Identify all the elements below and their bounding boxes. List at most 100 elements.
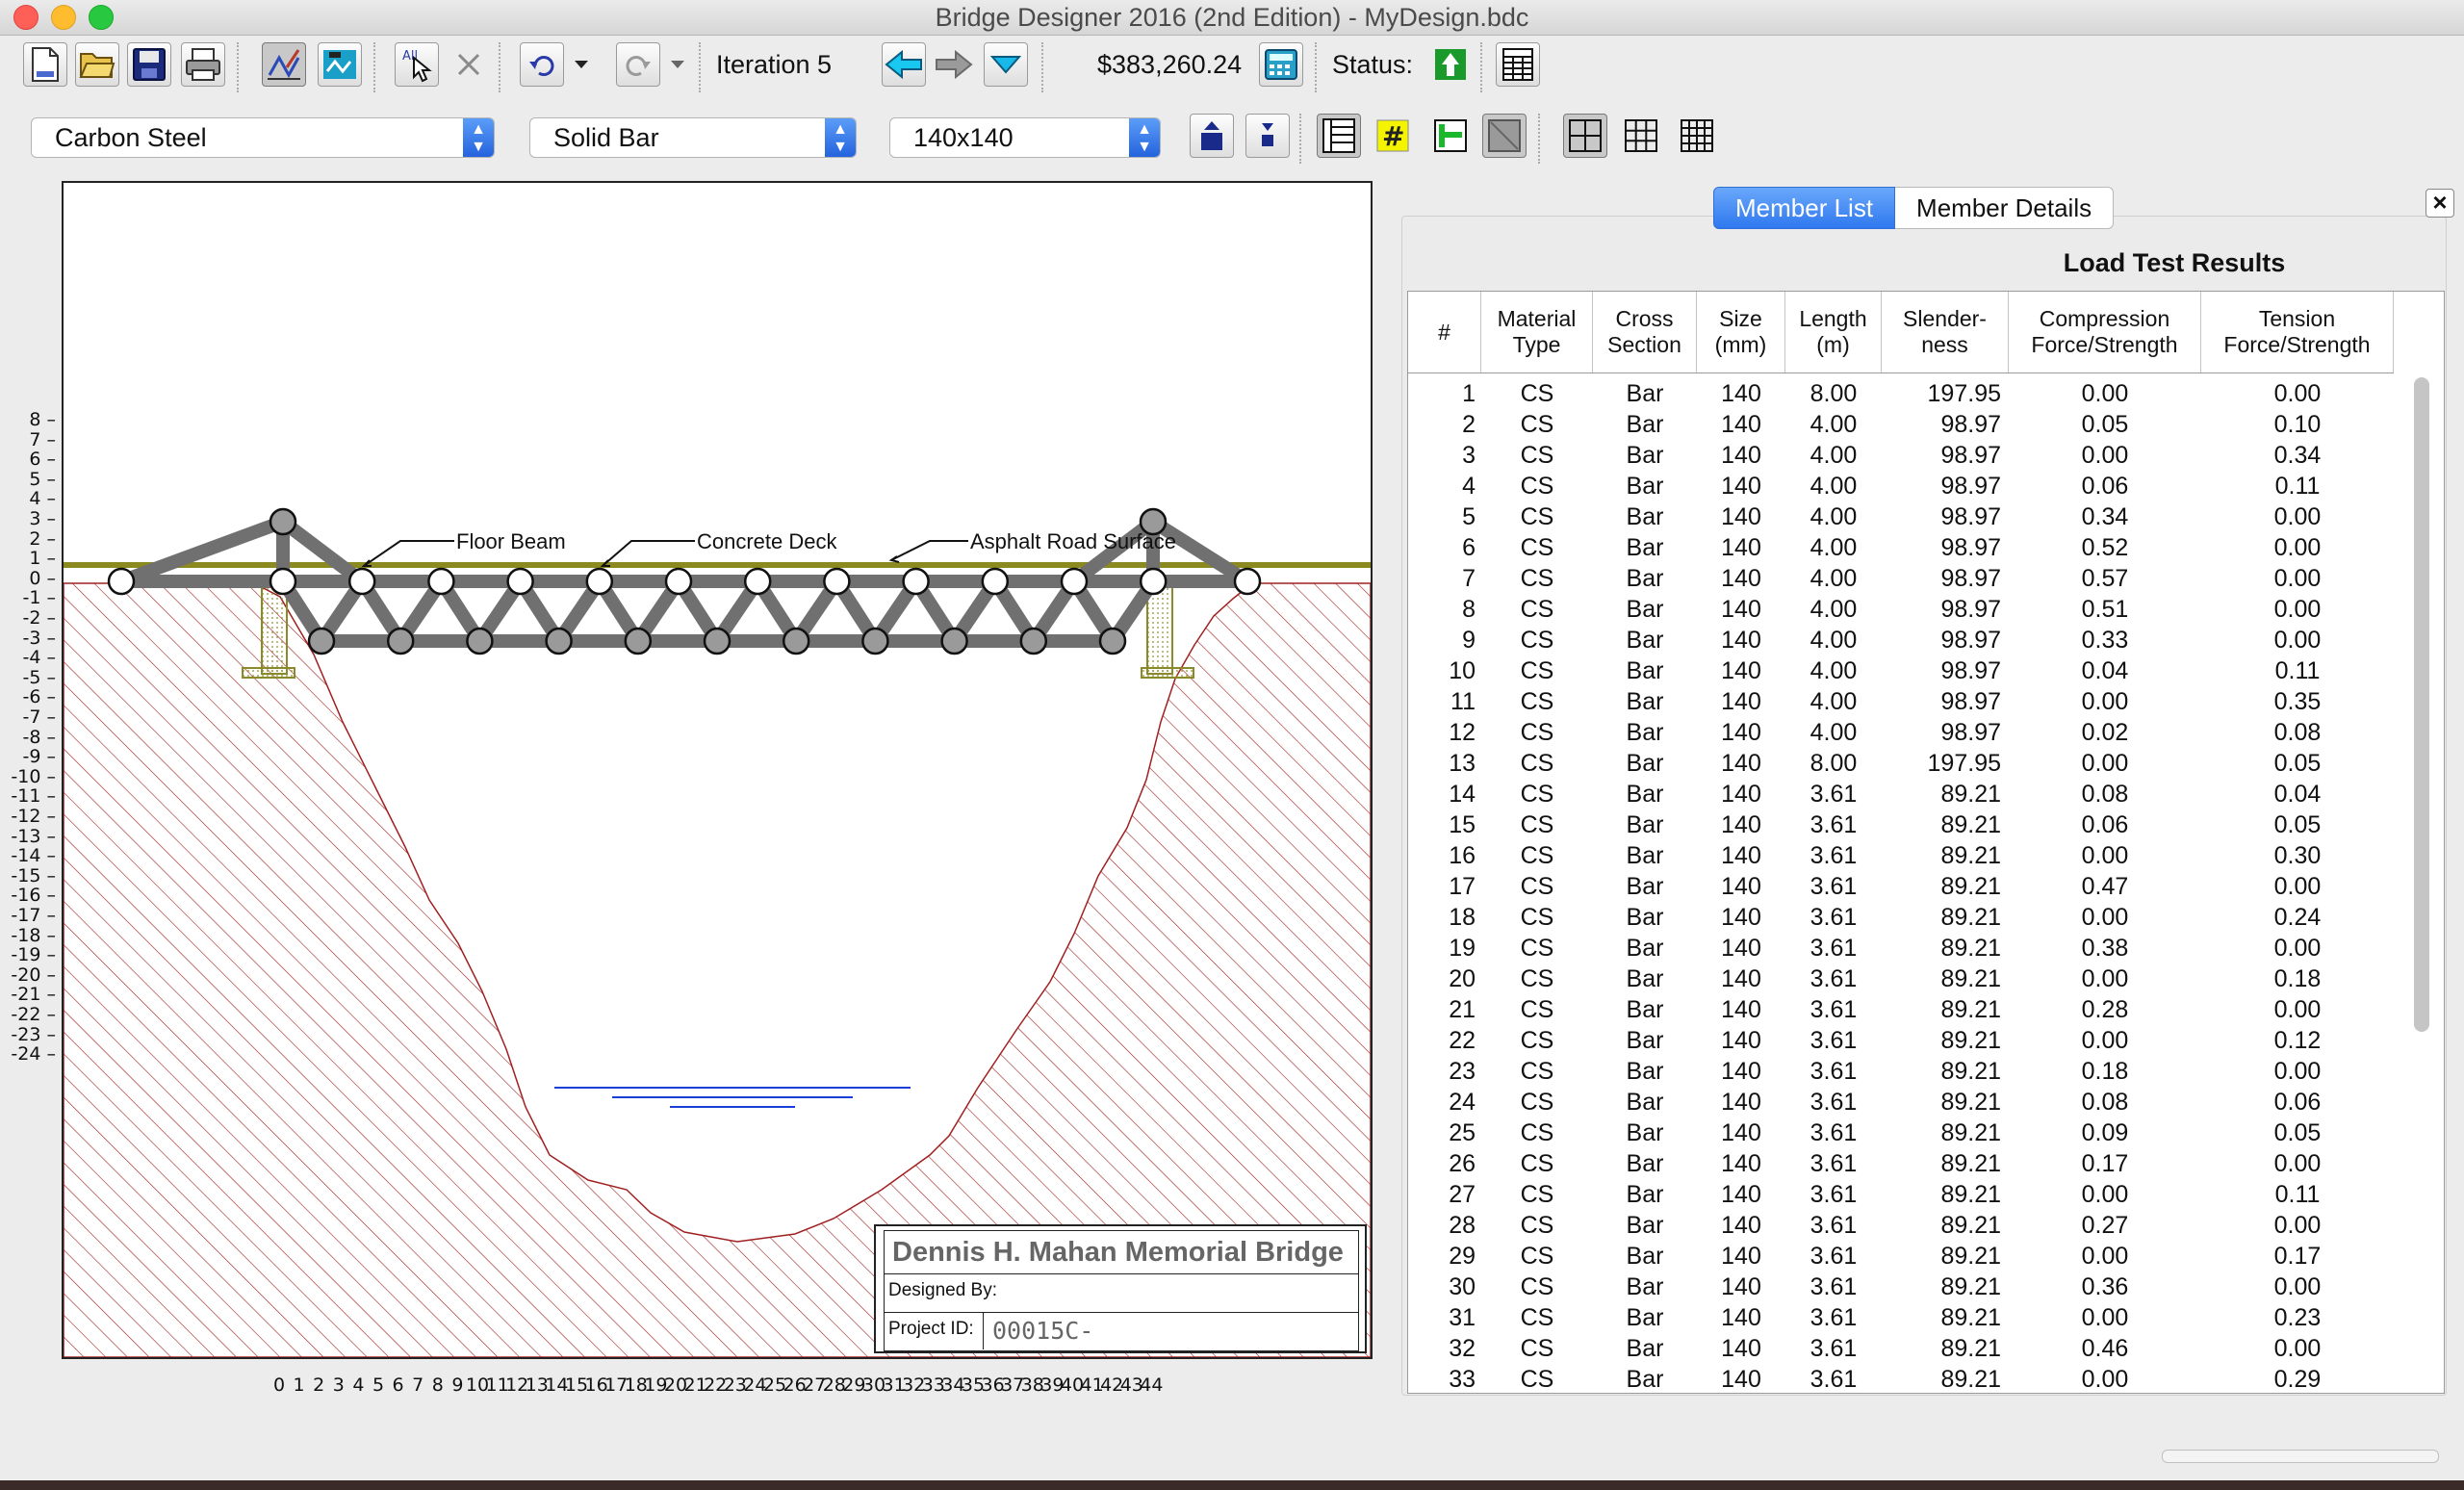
y-tick-label: -16 –	[11, 885, 56, 907]
table-row[interactable]: 21 CS Bar 140 3.61 89.21 0.28 0.00	[1408, 994, 2394, 1025]
vertical-scrollbar[interactable]	[2414, 377, 2429, 1032]
table-cell: 4.00	[1810, 565, 1858, 592]
table-row[interactable]: 24 CS Bar 140 3.61 89.21 0.08 0.06	[1408, 1087, 2394, 1118]
table-row[interactable]: 2 CS Bar 140 4.00 98.97 0.05 0.10	[1408, 409, 2394, 440]
table-row[interactable]: 3 CS Bar 140 4.00 98.97 0.00 0.34	[1408, 440, 2394, 471]
redo-dropdown-icon[interactable]	[664, 42, 691, 87]
decrease-size-icon[interactable]	[1245, 114, 1290, 158]
save-disk-icon[interactable]	[127, 42, 171, 87]
tab-member-details[interactable]: Member Details	[1895, 187, 2115, 229]
table-row[interactable]: 7 CS Bar 140 4.00 98.97 0.57 0.00	[1408, 563, 2394, 594]
table-row[interactable]: 12 CS Bar 140 4.00 98.97 0.02 0.08	[1408, 717, 2394, 748]
table-cell: 0.00	[2273, 873, 2322, 900]
table-row[interactable]: 32 CS Bar 140 3.61 89.21 0.46 0.00	[1408, 1333, 2394, 1364]
minimize-window-button[interactable]	[51, 5, 76, 30]
column-header[interactable]: Slender- ness	[1882, 292, 2009, 372]
medium-grid-icon[interactable]	[1619, 114, 1663, 158]
table-row[interactable]: 33 CS Bar 140 3.61 89.21 0.00 0.29	[1408, 1364, 2394, 1393]
material-select[interactable]: Carbon Steel ▲ ▼	[31, 117, 495, 158]
zoom-window-button[interactable]	[89, 5, 114, 30]
table-row[interactable]: 20 CS Bar 140 3.61 89.21 0.00 0.18	[1408, 963, 2394, 994]
back-arrow-icon[interactable]	[882, 42, 926, 87]
table-row[interactable]: 4 CS Bar 140 4.00 98.97 0.06 0.11	[1408, 471, 2394, 501]
column-header[interactable]: #	[1408, 292, 1481, 372]
table-row[interactable]: 6 CS Bar 140 4.00 98.97 0.52 0.00	[1408, 532, 2394, 563]
iteration-menu-icon[interactable]	[984, 42, 1028, 87]
horizontal-scrollbar[interactable]	[2162, 1450, 2439, 1463]
table-cell: 140	[1721, 596, 1761, 623]
close-window-button[interactable]	[13, 5, 38, 30]
table-row[interactable]: 23 CS Bar 140 3.61 89.21 0.18 0.00	[1408, 1056, 2394, 1087]
select-all-icon[interactable]: All	[395, 42, 439, 87]
member-table[interactable]: # Material Type Cross Section Size (mm) Leng…	[1407, 291, 2445, 1394]
table-row[interactable]: 16 CS Bar 140 3.61 89.21 0.00 0.30	[1408, 840, 2394, 871]
y-tick-label: -1 –	[22, 587, 56, 609]
forward-arrow-icon[interactable]	[932, 42, 976, 87]
table-cell: 17	[1449, 873, 1476, 900]
table-row[interactable]: 13 CS Bar 140 8.00 197.95 0.00 0.05	[1408, 748, 2394, 779]
y-tick-label: -8 –	[22, 726, 56, 748]
table-row[interactable]: 5 CS Bar 140 4.00 98.97 0.34 0.00	[1408, 501, 2394, 532]
panel-tabs: Member List Member Details	[1713, 187, 2115, 229]
member-table-icon[interactable]	[1317, 114, 1361, 158]
table-cell: CS	[1520, 781, 1554, 808]
table-row[interactable]: 25 CS Bar 140 3.61 89.21 0.09 0.05	[1408, 1118, 2394, 1148]
table-row[interactable]: 27 CS Bar 140 3.61 89.21 0.00 0.11	[1408, 1179, 2394, 1210]
calculator-icon[interactable]	[1259, 42, 1303, 87]
table-row[interactable]: 30 CS Bar 140 3.61 89.21 0.36 0.00	[1408, 1272, 2394, 1302]
fine-grid-icon[interactable]	[1675, 114, 1719, 158]
bridge-drawing-canvas[interactable]: Floor Beam Concrete Deck Asphalt Road Su…	[62, 181, 1373, 1359]
column-header[interactable]: Cross Section	[1593, 292, 1697, 372]
table-cell: 89.21	[1940, 811, 2001, 838]
title-block-icon[interactable]	[1482, 114, 1527, 158]
new-document-icon[interactable]	[23, 42, 67, 87]
table-row[interactable]: 11 CS Bar 140 4.00 98.97 0.00 0.35	[1408, 686, 2394, 717]
coarse-grid-icon[interactable]	[1563, 114, 1607, 158]
report-icon[interactable]	[1496, 42, 1540, 87]
load-test-icon[interactable]	[318, 42, 362, 87]
table-row[interactable]: 1 CS Bar 140 8.00 197.95 0.00 0.00	[1408, 378, 2394, 409]
table-row[interactable]: 26 CS Bar 140 3.61 89.21 0.17 0.00	[1408, 1148, 2394, 1179]
table-row[interactable]: 14 CS Bar 140 3.61 89.21 0.08 0.04	[1408, 779, 2394, 809]
column-header[interactable]: Compression Force/Strength	[2009, 292, 2201, 372]
table-row[interactable]: 19 CS Bar 140 3.61 89.21 0.38 0.00	[1408, 933, 2394, 963]
table-cell: CS	[1520, 380, 1554, 407]
size-select[interactable]: 140x140 ▲ ▼	[889, 117, 1161, 158]
tab-member-list[interactable]: Member List	[1713, 187, 1896, 229]
section-select[interactable]: Solid Bar ▲ ▼	[529, 117, 857, 158]
table-row[interactable]: 17 CS Bar 140 3.61 89.21 0.47 0.00	[1408, 871, 2394, 902]
table-row[interactable]: 22 CS Bar 140 3.61 89.21 0.00 0.12	[1408, 1025, 2394, 1056]
table-cell: Bar	[1626, 442, 1664, 469]
table-row[interactable]: 31 CS Bar 140 3.61 89.21 0.00 0.23	[1408, 1302, 2394, 1333]
increase-size-icon[interactable]	[1190, 114, 1234, 158]
table-row[interactable]: 8 CS Bar 140 4.00 98.97 0.51 0.00	[1408, 594, 2394, 625]
member-numbers-icon[interactable]: #	[1371, 114, 1415, 158]
undo-dropdown-icon[interactable]	[568, 42, 595, 87]
rulers-icon[interactable]	[1428, 114, 1473, 158]
redo-icon[interactable]	[616, 42, 660, 87]
column-header[interactable]: Material Type	[1481, 292, 1593, 372]
section-select-value: Solid Bar	[553, 123, 659, 152]
table-cell: 140	[1721, 1119, 1761, 1146]
table-row[interactable]: 15 CS Bar 140 3.61 89.21 0.06 0.05	[1408, 809, 2394, 840]
table-cell: 0.23	[2273, 1304, 2322, 1331]
table-cell: 0.00	[2081, 1366, 2129, 1393]
table-row[interactable]: 18 CS Bar 140 3.61 89.21 0.00 0.24	[1408, 902, 2394, 933]
table-cell: 26	[1449, 1150, 1476, 1177]
print-icon[interactable]	[181, 42, 225, 87]
open-folder-icon[interactable]	[75, 42, 119, 87]
table-row[interactable]: 28 CS Bar 140 3.61 89.21 0.27 0.00	[1408, 1210, 2394, 1241]
column-header[interactable]: Length (m)	[1785, 292, 1882, 372]
table-row[interactable]: 9 CS Bar 140 4.00 98.97 0.33 0.00	[1408, 625, 2394, 655]
table-row[interactable]: 10 CS Bar 140 4.00 98.97 0.04 0.11	[1408, 655, 2394, 686]
status-ok-icon[interactable]	[1428, 42, 1473, 87]
table-cell: 140	[1721, 781, 1761, 808]
delete-icon[interactable]	[447, 42, 491, 87]
undo-icon[interactable]	[520, 42, 564, 87]
draw-members-icon[interactable]	[262, 42, 306, 87]
table-cell: 0.00	[2273, 996, 2322, 1023]
table-row[interactable]: 29 CS Bar 140 3.61 89.21 0.00 0.17	[1408, 1241, 2394, 1272]
column-header[interactable]: Tension Force/Strength	[2201, 292, 2394, 372]
close-icon[interactable]: ×	[2426, 189, 2454, 218]
column-header[interactable]: Size (mm)	[1697, 292, 1785, 372]
